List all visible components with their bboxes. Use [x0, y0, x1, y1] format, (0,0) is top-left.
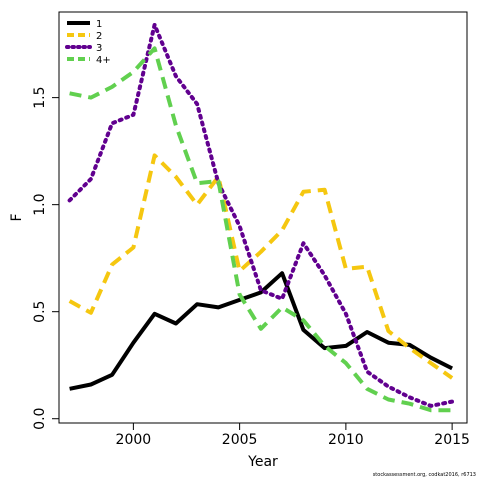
legend-label-2: 2: [96, 31, 102, 42]
y-axis-title: F: [9, 213, 25, 221]
x-tick-label: 2015: [434, 432, 470, 448]
legend-label-1: 1: [96, 19, 102, 30]
x-tick-label: 2005: [222, 432, 258, 448]
y-tick-label: 1.5: [32, 86, 48, 108]
x-axis-title: Year: [247, 454, 278, 470]
legend-label-3: 3: [96, 43, 102, 54]
y-tick-label: 0.0: [32, 408, 48, 430]
series-line-3: [67, 22, 455, 408]
x-tick-label: 2010: [328, 432, 364, 448]
credit-text: stockassessment.org, codkat2016, r6713: [372, 472, 476, 478]
legend-label-4: 4+: [96, 55, 111, 66]
y-tick-label: 1.0: [32, 194, 48, 216]
series-line-4: [69, 46, 453, 413]
series-line-2: [68, 153, 454, 380]
series-line-1: [69, 271, 454, 391]
x-tick-label: 2000: [116, 432, 152, 448]
y-tick-label: 0.5: [32, 301, 48, 323]
